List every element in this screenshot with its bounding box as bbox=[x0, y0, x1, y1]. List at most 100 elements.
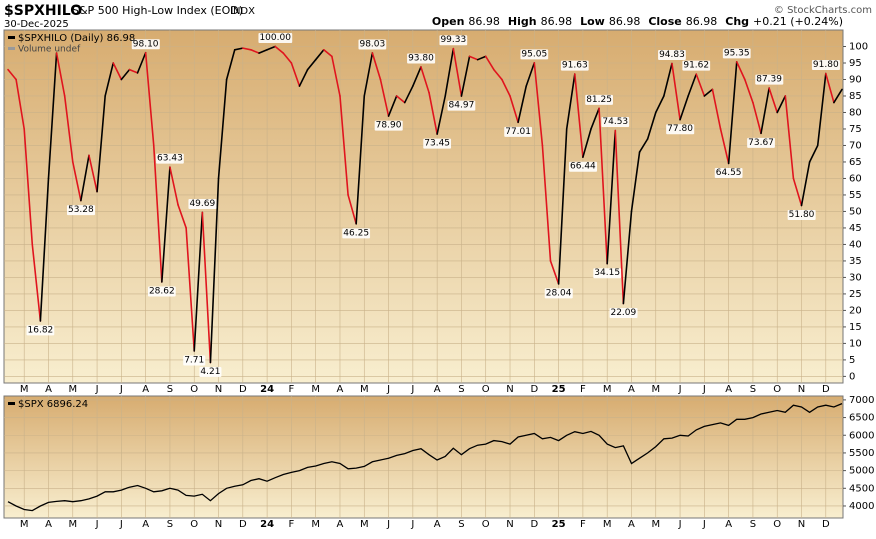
value-label-box bbox=[747, 137, 775, 148]
line-segment bbox=[322, 48, 333, 58]
value-label: 95.05 bbox=[521, 49, 547, 59]
line-segment bbox=[711, 88, 722, 130]
value-label: 78.90 bbox=[376, 121, 402, 131]
y-tick-label: 95 bbox=[849, 58, 862, 69]
quote-label: High bbox=[508, 15, 537, 28]
x-tick-label: 24 bbox=[260, 519, 274, 530]
line-segment bbox=[314, 48, 325, 61]
line-segment bbox=[501, 78, 511, 97]
line-segment bbox=[452, 47, 463, 97]
line-segment bbox=[298, 68, 309, 87]
value-label-box bbox=[722, 48, 751, 59]
x-tick-label: D bbox=[530, 384, 538, 395]
x-tick-label: N bbox=[215, 519, 222, 530]
x-tick-label: J bbox=[678, 519, 682, 530]
value-label: 4.21 bbox=[200, 367, 220, 377]
value-label-box bbox=[601, 117, 630, 128]
y-tick-label: 70 bbox=[849, 140, 862, 151]
y-tick-label: 35 bbox=[849, 256, 862, 267]
value-label-box bbox=[447, 100, 476, 111]
value-label: 98.03 bbox=[359, 39, 385, 49]
value-label-box bbox=[544, 288, 573, 299]
y-tick-label: 25 bbox=[849, 289, 862, 300]
line-segment bbox=[833, 88, 843, 104]
line-segment bbox=[752, 101, 762, 135]
quote-value: +0.21 (+0.24%) bbox=[753, 15, 843, 28]
line-segment bbox=[201, 211, 212, 364]
value-label: 87.39 bbox=[756, 75, 782, 85]
symbol: $SPXHILO bbox=[4, 3, 82, 19]
x-tick-label: A bbox=[628, 384, 635, 395]
x-tick-label: D bbox=[530, 519, 538, 530]
line-segment bbox=[120, 68, 131, 81]
x-tick-label: M bbox=[651, 384, 660, 395]
line-segment bbox=[104, 62, 115, 97]
line-segment bbox=[825, 72, 835, 104]
quote-value: 86.98 bbox=[541, 15, 573, 28]
value-label: 99.33 bbox=[440, 35, 466, 45]
line-segment bbox=[776, 95, 787, 114]
line-segment bbox=[679, 95, 689, 121]
quote-label: Close bbox=[648, 15, 681, 28]
y-tick-label: 75 bbox=[849, 124, 862, 135]
legend-entry: $SPXHILO (Daily) 86.98 bbox=[18, 33, 135, 44]
line-segment bbox=[687, 73, 698, 97]
line-segment bbox=[541, 144, 552, 262]
value-label: 77.80 bbox=[667, 124, 693, 134]
spx-panel bbox=[3, 395, 844, 519]
line-segment bbox=[242, 47, 252, 51]
line-segment bbox=[266, 45, 277, 51]
x-tick-label: S bbox=[167, 519, 173, 530]
line-segment bbox=[557, 128, 568, 285]
copyright: © StockCharts.com bbox=[774, 5, 872, 16]
value-label: 66.44 bbox=[570, 162, 596, 172]
x-tick-label: O bbox=[190, 384, 198, 395]
x-tick-label: A bbox=[434, 519, 441, 530]
value-label-box bbox=[147, 286, 176, 297]
line-segment bbox=[476, 55, 487, 61]
value-label: 91.80 bbox=[813, 60, 839, 70]
line-segment bbox=[371, 52, 382, 81]
line-segment bbox=[282, 52, 293, 64]
line-segment bbox=[185, 227, 196, 352]
x-tick-label: S bbox=[167, 384, 173, 395]
x-tick-label: O bbox=[190, 519, 198, 530]
value-label-box bbox=[560, 60, 589, 71]
line-segment bbox=[225, 48, 236, 81]
line-segment bbox=[444, 47, 455, 97]
x-tick-label: 25 bbox=[552, 519, 566, 530]
value-label-box bbox=[358, 39, 387, 50]
x-tick-label: O bbox=[482, 519, 490, 530]
line-segment bbox=[468, 55, 479, 61]
x-tick-label: S bbox=[750, 384, 756, 395]
value-label-box bbox=[811, 60, 840, 71]
x-tick-label: N bbox=[215, 384, 222, 395]
line-segment bbox=[412, 66, 422, 87]
quote-label: Chg bbox=[725, 15, 749, 28]
x-tick-label: A bbox=[45, 519, 52, 530]
x-tick-label: F bbox=[580, 519, 586, 530]
line-segment bbox=[525, 62, 536, 87]
value-label: 77.01 bbox=[505, 127, 531, 137]
value-label: 51.80 bbox=[789, 210, 815, 220]
line-segment bbox=[363, 52, 374, 97]
x-tick-label: S bbox=[458, 384, 464, 395]
value-label-box bbox=[342, 228, 371, 239]
y-tick-label: 5000 bbox=[849, 466, 874, 477]
value-label-box bbox=[156, 153, 184, 164]
x-tick-label: S bbox=[750, 519, 756, 530]
line-segment bbox=[630, 151, 641, 213]
line-segment bbox=[663, 62, 673, 97]
y-tick-label: 80 bbox=[849, 107, 862, 118]
value-label: 7.71 bbox=[184, 355, 204, 365]
line-segment bbox=[695, 73, 706, 97]
y-tick-label: 100 bbox=[849, 41, 868, 52]
y-tick-label: 6500 bbox=[849, 413, 874, 424]
value-label-box bbox=[593, 268, 622, 279]
line-segment bbox=[792, 177, 803, 207]
line-segment bbox=[606, 129, 617, 265]
x-tick-label: J bbox=[702, 519, 706, 530]
x-tick-label: 24 bbox=[260, 384, 274, 395]
value-label-box bbox=[423, 138, 452, 149]
value-label: 73.45 bbox=[424, 139, 450, 149]
